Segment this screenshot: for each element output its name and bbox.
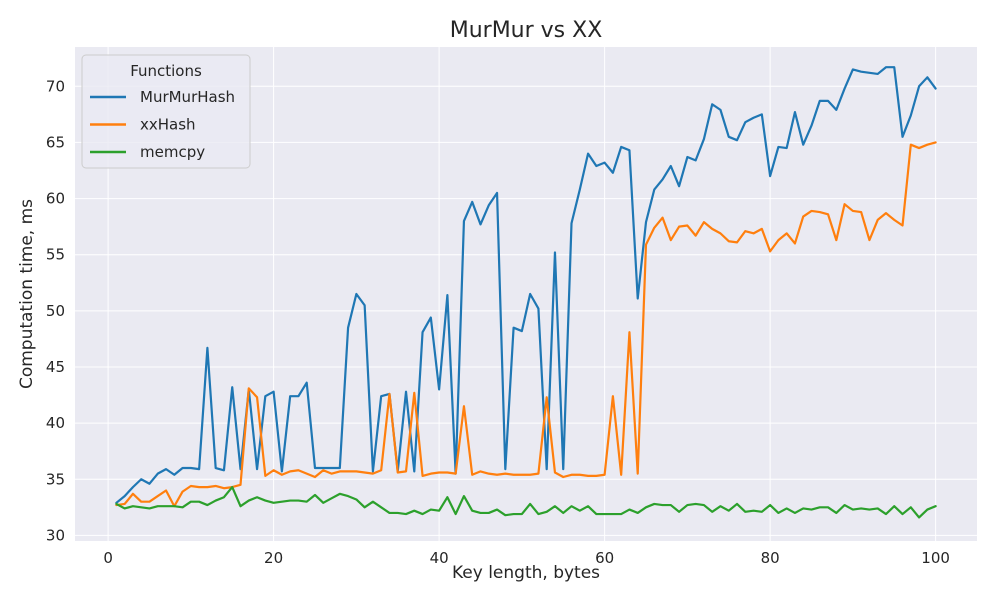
y-tick-label: 65: [46, 133, 65, 151]
y-axis-label: Computation time, ms: [17, 199, 37, 389]
series-lines: [115, 66, 937, 519]
x-tick-label: 100: [921, 549, 950, 567]
legend-items: MurMurHash xxHash memcpy: [90, 88, 235, 161]
y-tick-label: 50: [46, 302, 65, 320]
legend-label-xxhash: xxHash: [140, 116, 196, 134]
x-tick-label: 20: [264, 549, 283, 567]
y-tick-label: 70: [46, 77, 65, 95]
legend-box: [81, 54, 251, 169]
y-tick-label: 30: [46, 526, 65, 544]
legend-title: Functions: [130, 62, 202, 80]
x-axis-label: Key length, bytes: [452, 563, 600, 583]
y-tick-label: 35: [46, 470, 65, 488]
x-tick-labels: 0 20 40 60 80 100: [103, 549, 950, 567]
series-line-murmurhash: [115, 66, 937, 504]
y-tick-labels: 30 35 40 45 50 55 60 65 70: [46, 77, 65, 544]
y-tick-label: 60: [46, 190, 65, 208]
x-tick-label: 0: [103, 549, 113, 567]
x-tick-label: 40: [430, 549, 449, 567]
series-line-xxhash: [115, 141, 937, 508]
x-tick-label: 60: [595, 549, 614, 567]
legend: Functions MurMurHash xxHash memcpy: [81, 54, 251, 169]
x-tick-label: 80: [761, 549, 780, 567]
y-tick-label: 40: [46, 414, 65, 432]
y-tick-label: 45: [46, 358, 65, 376]
series-line-memcpy: [115, 486, 937, 519]
chart-title: MurMur vs XX: [450, 18, 603, 43]
y-tick-label: 55: [46, 246, 65, 264]
legend-label-murmurhash: MurMurHash: [140, 88, 235, 106]
legend-label-memcpy: memcpy: [140, 143, 205, 161]
